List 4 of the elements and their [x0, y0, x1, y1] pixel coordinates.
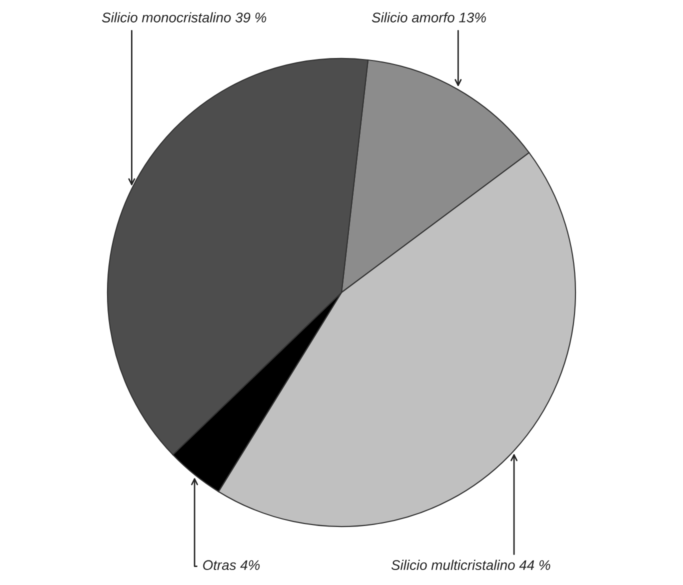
slice-label: Silicio multicristalino 44 % [391, 560, 550, 570]
slice-label: Silicio amorfo 13% [372, 12, 486, 22]
slice-label: Silicio monocristalino 39 % [102, 12, 266, 22]
slice-label: Otras 4% [203, 560, 260, 570]
